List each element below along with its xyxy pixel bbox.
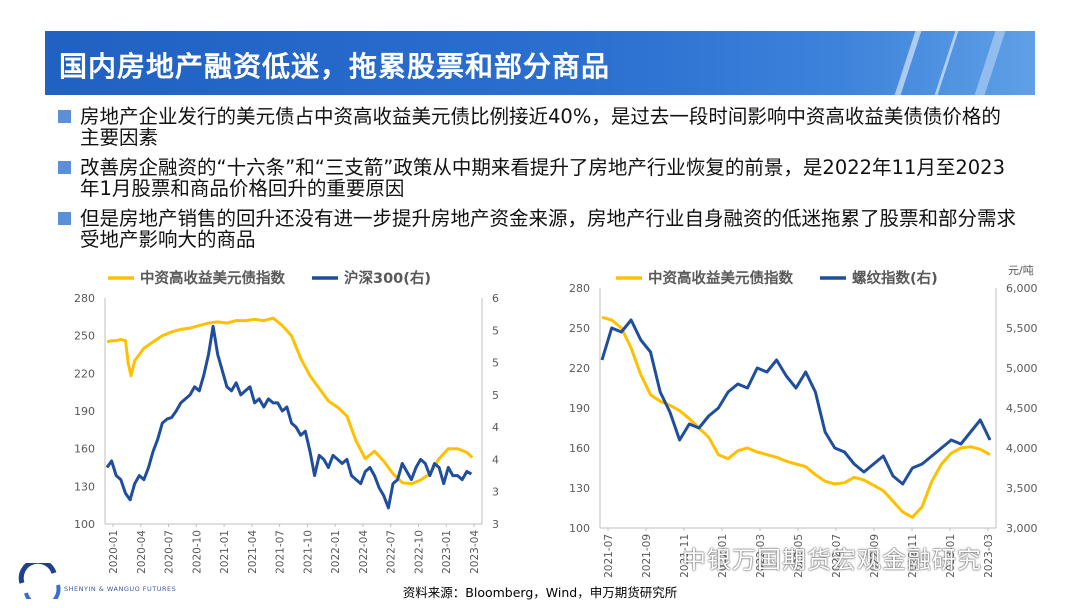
series-line-1 [105, 324, 473, 510]
y-right-tick-label: 5,400 [492, 357, 500, 370]
logo-text: SHENYIN & WANGUO FUTURES [64, 585, 177, 593]
y-left-tick-label: 190 [569, 402, 590, 415]
x-tick-label: 2023-01 [945, 534, 957, 578]
x-tick-label: 2022-01 [717, 534, 729, 578]
bullet-text: 改善房企融资的“十六条”和“三支箭”政策从中期来看提升了房地产行业恢复的前景，是… [80, 156, 1005, 200]
bullet-item: 改善房企融资的“十六条”和“三支箭”政策从中期来看提升了房地产行业恢复的前景，是… [58, 157, 1018, 199]
y-left-tick-label: 190 [74, 405, 95, 418]
y-right-tick-label: 4,200 [492, 453, 500, 466]
y-right-tick-label: 5,500 [1006, 322, 1038, 335]
x-tick-label: 2022-03 [755, 534, 767, 578]
title-bar: 国内房地产融资低迷，拖累股票和部分商品 [45, 31, 1035, 95]
legend-label: 沪深300(右) [344, 269, 431, 287]
x-tick-label: 2022-11 [907, 534, 919, 578]
y-left-tick-label: 220 [569, 362, 590, 375]
y-right-tick-label: 4,600 [492, 421, 500, 434]
x-tick-label: 2020-01 [108, 530, 120, 574]
bullet-square-icon [58, 161, 71, 174]
bullet-square-icon [58, 110, 71, 123]
y-right-tick-label: 5,000 [1006, 362, 1038, 375]
y-right-unit-label: 元/吨 [1008, 264, 1034, 277]
y-left-tick-label: 100 [569, 522, 590, 535]
y-left-tick-label: 160 [569, 442, 590, 455]
x-tick-label: 2022-01 [330, 530, 342, 574]
y-left-tick-label: 280 [74, 292, 95, 305]
y-right-tick-label: 5,000 [492, 389, 500, 402]
legend-label: 螺纹指数(右) [852, 269, 938, 287]
x-tick-label: 2021-07 [275, 530, 287, 574]
page-title: 国内房地产融资低迷，拖累股票和部分商品 [59, 50, 611, 83]
y-left-tick-label: 220 [74, 367, 95, 380]
x-tick-label: 2020-07 [164, 530, 176, 574]
y-right-tick-label: 3,400 [492, 518, 500, 531]
series-line-0 [601, 315, 991, 519]
x-tick-label: 2022-07 [831, 534, 843, 578]
chart-left: 280 250 220 190 160 130 100 6,200 5,800 5,400 5,00… [74, 269, 500, 574]
x-tick-label: 2021-10 [302, 530, 314, 574]
bullet-item: 但是房地产销售的回升还没有进一步提升房地产资金来源，房地产行业自身融资的低迷拖累… [58, 208, 1018, 250]
x-tick-label: 2021-01 [219, 530, 231, 574]
x-tick-label: 2023-04 [469, 530, 481, 574]
y-right-tick-label: 3,800 [492, 486, 500, 499]
y-left-tick-label: 130 [569, 482, 590, 495]
y-left-tick-label: 130 [74, 480, 95, 493]
source-note: 资料来源：Bloomberg，Wind，申万期货研究所 [402, 585, 678, 600]
x-tick-label: 2023-03 [983, 534, 995, 578]
watermark: 中银万国期货宏观金融研究 [682, 546, 982, 574]
bullet-text: 房地产企业发行的美元债占中资高收益美元债比例接近40%，是过去一段时间影响中资高… [80, 105, 1001, 149]
y-right-tick-label: 6,000 [1006, 282, 1038, 295]
x-tick-label: 2021-09 [641, 534, 653, 578]
logo-icon [18, 563, 61, 599]
bullet-text: 但是房地产销售的回升还没有进一步提升房地产资金来源，房地产行业自身融资的低迷拖累… [80, 207, 1017, 251]
x-tick-label: 2022-09 [869, 534, 881, 578]
x-tick-label: 2021-11 [679, 534, 691, 578]
bullet-list: 房地产企业发行的美元债占中资高收益美元债比例接近40%，是过去一段时间影响中资高… [58, 106, 1018, 259]
y-left-tick-label: 280 [569, 282, 590, 295]
y-right-tick-label: 5,800 [492, 324, 500, 337]
bullet-item: 房地产企业发行的美元债占中资高收益美元债比例接近40%，是过去一段时间影响中资高… [58, 106, 1018, 148]
x-tick-label: 2022-10 [413, 530, 425, 574]
x-tick-label: 2021-07 [603, 534, 615, 578]
y-right-tick-label: 3,500 [1006, 482, 1038, 495]
x-tick-label: 2021-04 [247, 530, 259, 574]
x-tick-label: 2022-04 [358, 530, 370, 574]
x-tick-label: 2022-07 [386, 530, 398, 574]
x-tick-label: 2020-10 [191, 530, 203, 574]
y-right-tick-label: 4,000 [1006, 442, 1038, 455]
y-right-tick-label: 6,200 [492, 292, 500, 305]
y-left-tick-label: 160 [74, 443, 95, 456]
series-line-1 [600, 318, 992, 486]
y-left-tick-label: 250 [74, 330, 95, 343]
legend-label: 中资高收益美元债指数 [648, 269, 793, 287]
y-right-tick-label: 4,500 [1006, 402, 1038, 415]
x-tick-label: 2022-05 [793, 534, 805, 578]
series-line-0 [106, 316, 474, 486]
y-left-tick-label: 250 [569, 322, 590, 335]
x-tick-label: 2023-01 [441, 530, 453, 574]
x-tick-label: 2020-04 [136, 530, 148, 574]
y-right-tick-label: 3,000 [1006, 522, 1038, 535]
y-left-tick-label: 100 [74, 518, 95, 531]
bullet-square-icon [58, 212, 71, 225]
chart-right: 280 250 220 190 160 130 100 6,000 5,500 5,000 4,50… [569, 264, 1038, 578]
legend-label: 中资高收益美元债指数 [140, 269, 285, 287]
